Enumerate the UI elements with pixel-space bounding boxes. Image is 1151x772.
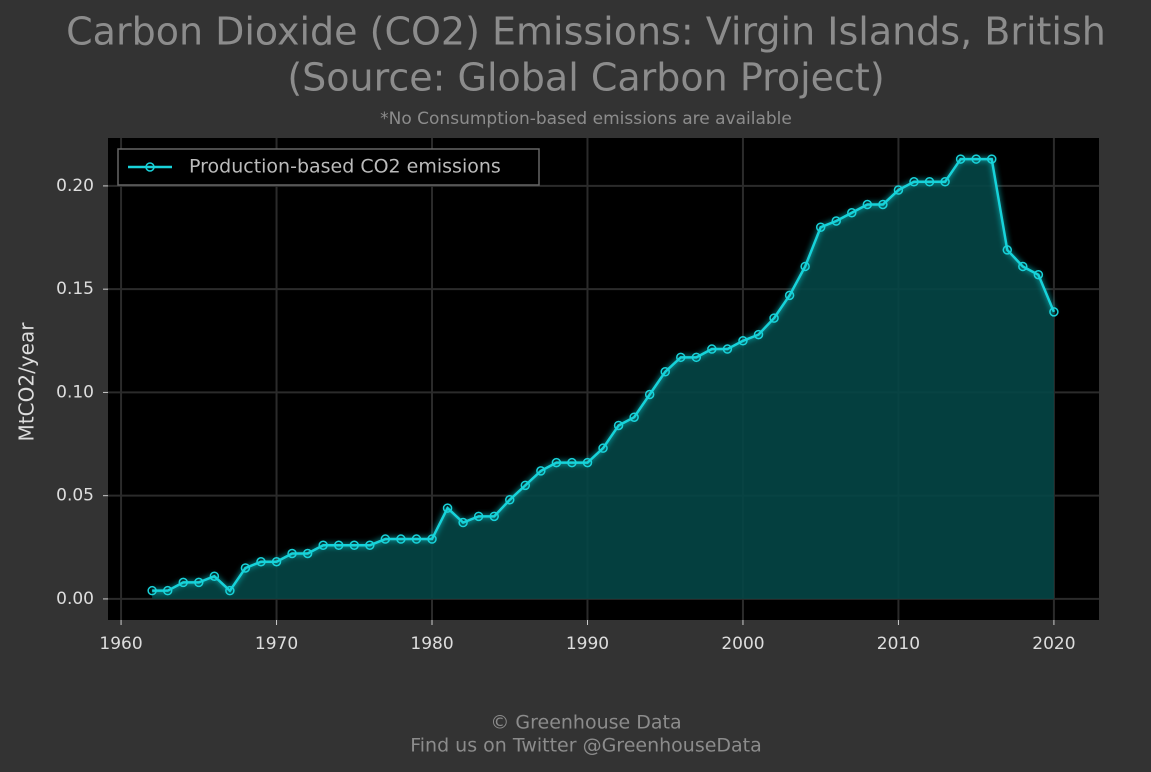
point [287, 548, 297, 559]
point [427, 534, 437, 544]
point [940, 177, 950, 187]
point [520, 480, 531, 491]
point [629, 412, 639, 422]
point [365, 540, 375, 550]
x-tick-label: 2020 [1032, 634, 1075, 654]
point [458, 517, 468, 528]
x-tick-label: 2000 [721, 634, 764, 654]
y-tick-label: 0.05 [56, 486, 94, 506]
point [411, 534, 422, 544]
point [1049, 307, 1059, 317]
footer: © Greenhouse Data [490, 712, 681, 734]
point [504, 495, 515, 505]
point [815, 222, 826, 232]
point [738, 336, 748, 346]
y-axis-label: MtCO2/year [15, 322, 39, 442]
legend-marker [145, 162, 155, 172]
point [676, 352, 686, 363]
point [613, 420, 624, 431]
point [955, 154, 966, 164]
point [333, 540, 344, 550]
point [878, 199, 888, 210]
point [380, 534, 391, 544]
point [302, 548, 313, 559]
point [847, 208, 857, 218]
point [209, 571, 220, 581]
line [152, 157, 1056, 593]
point [722, 344, 733, 354]
point [1002, 245, 1013, 255]
point [489, 511, 499, 522]
point [442, 503, 453, 513]
x-tick-label: 1970 [255, 634, 298, 654]
point [256, 557, 266, 567]
point [240, 563, 251, 573]
point [707, 344, 717, 354]
point [971, 154, 981, 164]
point [582, 457, 593, 468]
legend-box [117, 148, 540, 186]
point [924, 177, 935, 187]
point [396, 534, 406, 544]
y-tick-label: 0.15 [56, 279, 94, 299]
point [271, 557, 282, 567]
point [784, 290, 795, 301]
point [986, 154, 997, 164]
point [473, 511, 484, 522]
point [753, 329, 764, 340]
point [178, 577, 189, 588]
y-tick-label: 0.00 [56, 589, 94, 609]
point [551, 457, 562, 468]
y-tick-label: 0.10 [56, 382, 94, 402]
point [225, 585, 235, 596]
x-tick-label: 1990 [566, 634, 609, 654]
chart-title: Carbon Dioxide (CO2) Emissions: Virgin I… [66, 10, 1106, 54]
point [769, 313, 779, 323]
point [598, 443, 608, 453]
point [318, 540, 328, 550]
point [909, 177, 919, 187]
point [831, 216, 841, 226]
legend-label: Production-based CO2 emissions [189, 156, 501, 178]
point [691, 352, 702, 363]
x-tick-label: 2010 [877, 634, 920, 654]
footer: Find us on Twitter @GreenhouseData [410, 735, 762, 757]
point [1018, 261, 1028, 272]
point [1033, 269, 1044, 280]
x-tick-label: 1980 [410, 634, 453, 654]
subtitle: *No Consumption-based emissions are avai… [380, 109, 792, 129]
point [349, 540, 360, 550]
point [162, 585, 173, 596]
point [800, 261, 810, 272]
chart-title: (Source: Global Carbon Project) [287, 56, 884, 100]
point [147, 585, 157, 596]
point [567, 457, 577, 468]
y-tick-label: 0.20 [56, 176, 94, 196]
point [893, 185, 904, 195]
point [644, 389, 655, 400]
x-tick-label: 1960 [99, 634, 142, 654]
point [536, 466, 546, 476]
point [194, 577, 204, 588]
area [152, 159, 1054, 599]
point [862, 199, 873, 210]
point [660, 367, 670, 377]
